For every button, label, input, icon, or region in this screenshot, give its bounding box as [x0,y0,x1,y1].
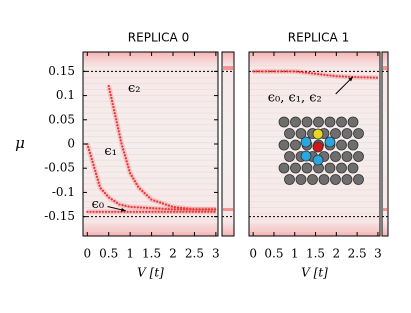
carbon-atom [284,151,295,162]
carbon-atom [353,128,364,139]
carbon-atom [324,162,336,174]
x-tick-label: 3 [212,247,220,261]
carbon-atom [330,151,341,162]
carbon-atom [347,116,359,128]
panel-title: REPLICA 0 [128,31,189,45]
x-axis-label: V [t] [137,266,164,280]
x-tick-label: 2 [169,247,177,261]
carbon-atom [353,174,364,185]
carbon-atom [336,116,347,128]
plot-background [83,52,218,236]
side-strip [221,51,235,237]
carbon-atom [278,116,290,128]
dopant-atom [324,136,336,148]
series-line [252,70,379,79]
carbon-atom [353,151,364,162]
y-axis-label: μ [15,134,25,152]
carbon-atom [284,174,295,185]
x-tick-label: 0.5 [99,247,118,261]
x-tick-label: 1 [291,247,299,261]
carbon-atom [330,174,341,185]
carbon-atom [324,116,336,128]
annotation: ϵ₂ [128,81,141,96]
carbon-atom [295,128,307,139]
carbon-atom [341,128,353,139]
x-tick-label: 0 [249,247,257,261]
arrow-head [348,76,353,82]
x-tick-label: 2 [333,247,341,261]
dopant-atom [312,141,324,153]
annotation: ϵ₁ [104,144,117,159]
x-tick-label: 1.5 [142,247,161,261]
dopant-atom [312,154,324,166]
x-tick-label: 3 [374,247,382,261]
molecule-inset [278,116,364,185]
carbon-atom [341,174,353,185]
side-strip-band [223,208,233,211]
arrow-head [120,207,126,212]
dopant-atom [312,128,324,140]
plot-frame [248,51,381,237]
series-line [107,84,217,211]
y-tick-label: -0.1 [52,185,75,199]
carbon-atom [318,174,330,185]
carbon-atom [284,128,295,139]
dopant-atom [300,150,312,162]
carbon-atom [347,139,359,151]
x-tick-label: 2.5 [348,247,367,261]
carbon-atom [278,139,290,151]
y-tick-label: -0.15 [44,209,75,223]
carbon-atom [301,162,313,174]
carbon-atom [347,162,359,174]
carbon-atom [336,139,347,151]
side-strip [381,51,389,237]
carbon-atom [290,116,301,128]
panel-title: REPLICA 1 [288,31,349,45]
carbon-atom [336,162,347,174]
carbon-atom [341,151,353,162]
x-tick-label: 0.5 [264,247,283,261]
y-tick-label: 0 [67,137,75,151]
carbon-atom [307,174,318,185]
x-axis-label: V [t] [301,266,328,280]
x-tick-label: 1 [126,247,134,261]
dopant-atom [300,136,312,148]
carbon-atom [313,116,324,128]
side-strip-band [223,66,233,70]
series-line [86,142,217,211]
x-tick-label: 1.5 [306,247,325,261]
annotation: ϵ₀, ϵ₁, ϵ₂ [268,91,322,106]
carbon-atom [278,162,290,174]
y-tick-label: 0.15 [48,64,75,78]
y-tick-label: 0.1 [56,88,75,102]
y-tick-label: 0.05 [48,112,75,126]
side-strip-band [383,66,387,70]
y-tick-label: -0.05 [44,161,75,175]
carbon-atom [301,116,313,128]
annotation: ϵ₀ [92,197,105,212]
carbon-atom [330,128,341,139]
x-tick-label: 0 [83,247,91,261]
carbon-atom [290,139,301,151]
x-tick-label: 2.5 [185,247,204,261]
carbon-atom [290,162,301,174]
side-strip-band [383,208,387,211]
carbon-atom [295,174,307,185]
